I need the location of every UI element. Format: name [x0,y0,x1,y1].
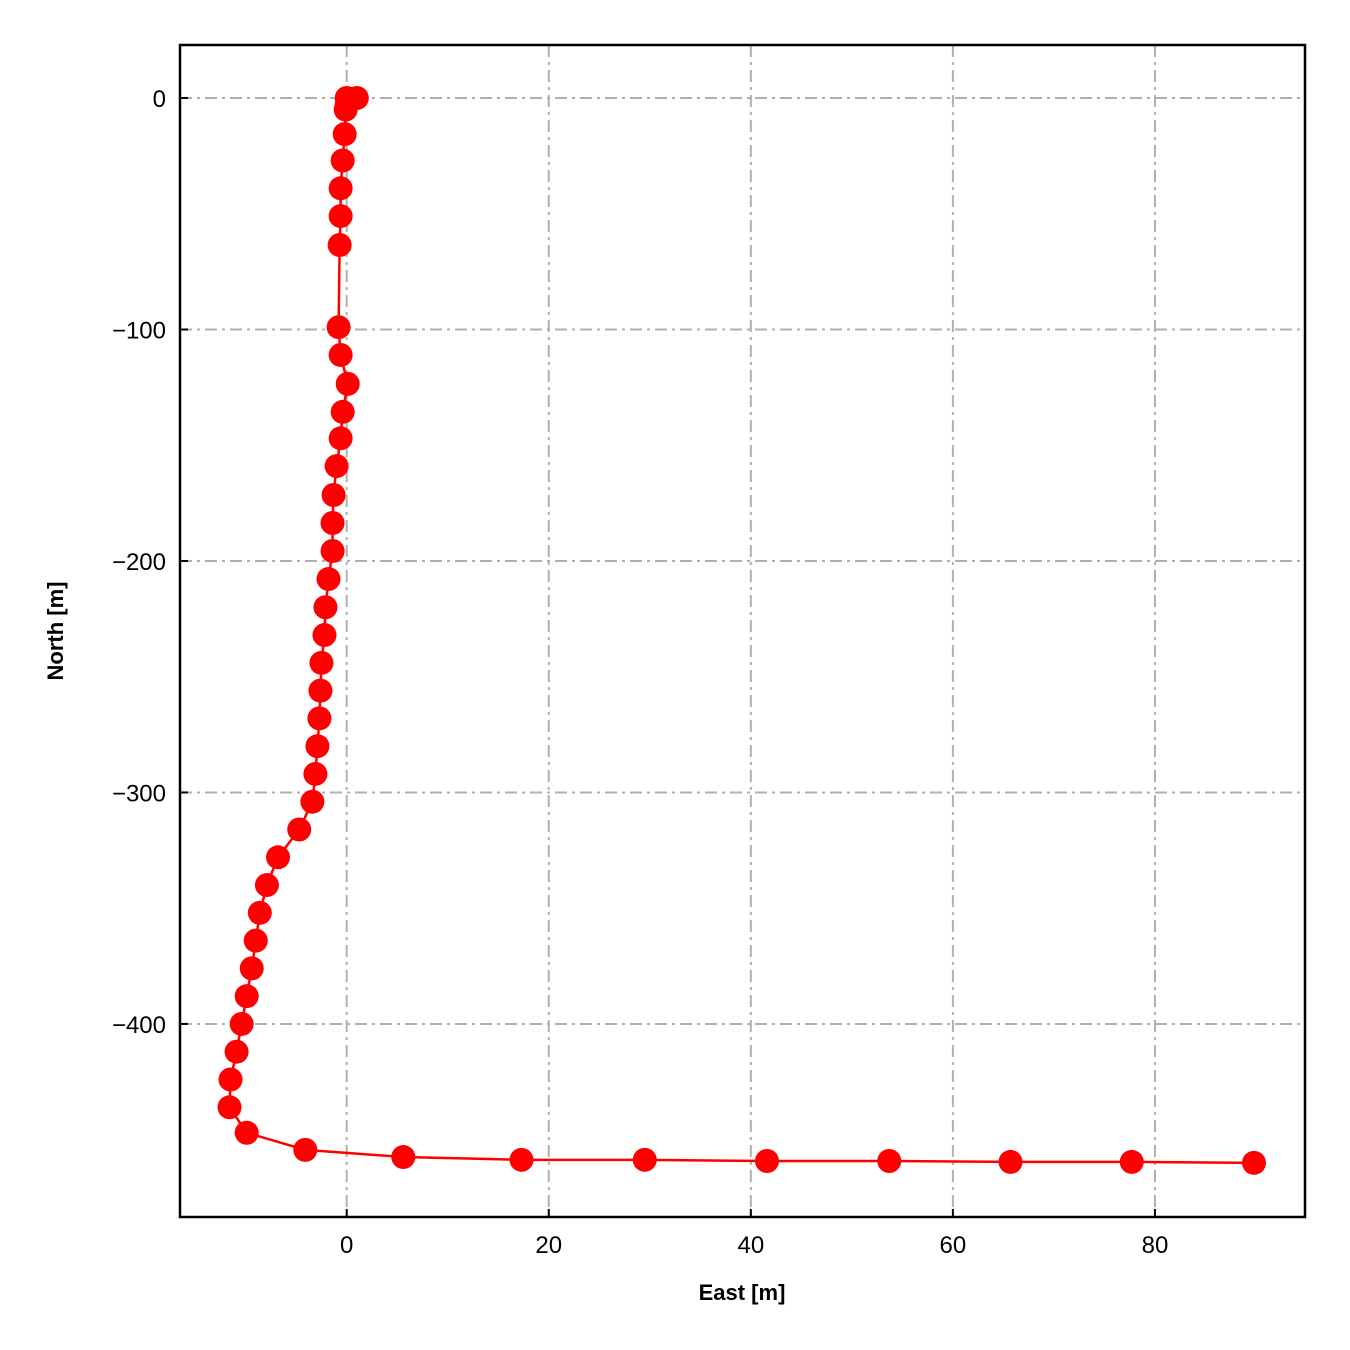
data-point [328,342,353,367]
data-point [328,426,353,451]
x-axis-label: East [m] [699,1280,786,1305]
data-point [1119,1149,1144,1174]
data-point [307,706,332,731]
data-point [998,1149,1023,1174]
data-point [224,1039,249,1064]
data-point [330,148,355,173]
data-line [228,96,1254,1165]
data-point [313,595,338,620]
data-point [247,900,272,925]
data-point [308,678,333,703]
x-tick-label: 0 [340,1232,353,1259]
y-tick-label: −300 [112,780,166,807]
data-point [755,1148,780,1173]
x-tick-label: 40 [737,1232,764,1259]
data-point [287,817,312,842]
data-point [632,1147,657,1172]
data-point [300,789,325,814]
data-point [234,1120,259,1145]
data-point [303,761,328,786]
y-tick-label: 0 [153,86,166,113]
data-point [266,845,291,870]
plot-frame [178,43,1307,1219]
data-point [254,873,279,898]
x-tick-label: 80 [1142,1232,1169,1259]
data-point [243,928,268,953]
data-point [234,984,259,1009]
data-point [1241,1150,1266,1175]
data-point [327,233,352,258]
x-tick-label: 60 [940,1232,967,1259]
data-point [239,956,264,981]
data-point [877,1148,902,1173]
y-tick-label: −200 [112,549,166,576]
data-point [330,399,355,424]
data-point [316,567,341,592]
data-point [328,176,353,201]
data-point [293,1137,318,1162]
y-tick-label: −100 [112,317,166,344]
data-point [328,204,353,229]
data-point [217,1095,242,1120]
data-point [229,1011,254,1036]
data-point [332,122,357,147]
data-point [309,650,334,675]
data-point [305,734,330,759]
y-tick-label: −400 [112,1012,166,1039]
data-point [333,97,358,122]
data-point [321,483,346,508]
data-point [335,371,360,396]
x-tick-label: 20 [535,1232,562,1259]
data-point [320,539,345,564]
data-point [324,454,349,479]
data-point [326,315,351,340]
data-point [391,1145,416,1170]
y-axis-label: North [m] [43,582,68,681]
data-point [218,1067,243,1092]
data-point [320,511,345,536]
data-point [509,1147,534,1172]
data-point [312,623,337,648]
